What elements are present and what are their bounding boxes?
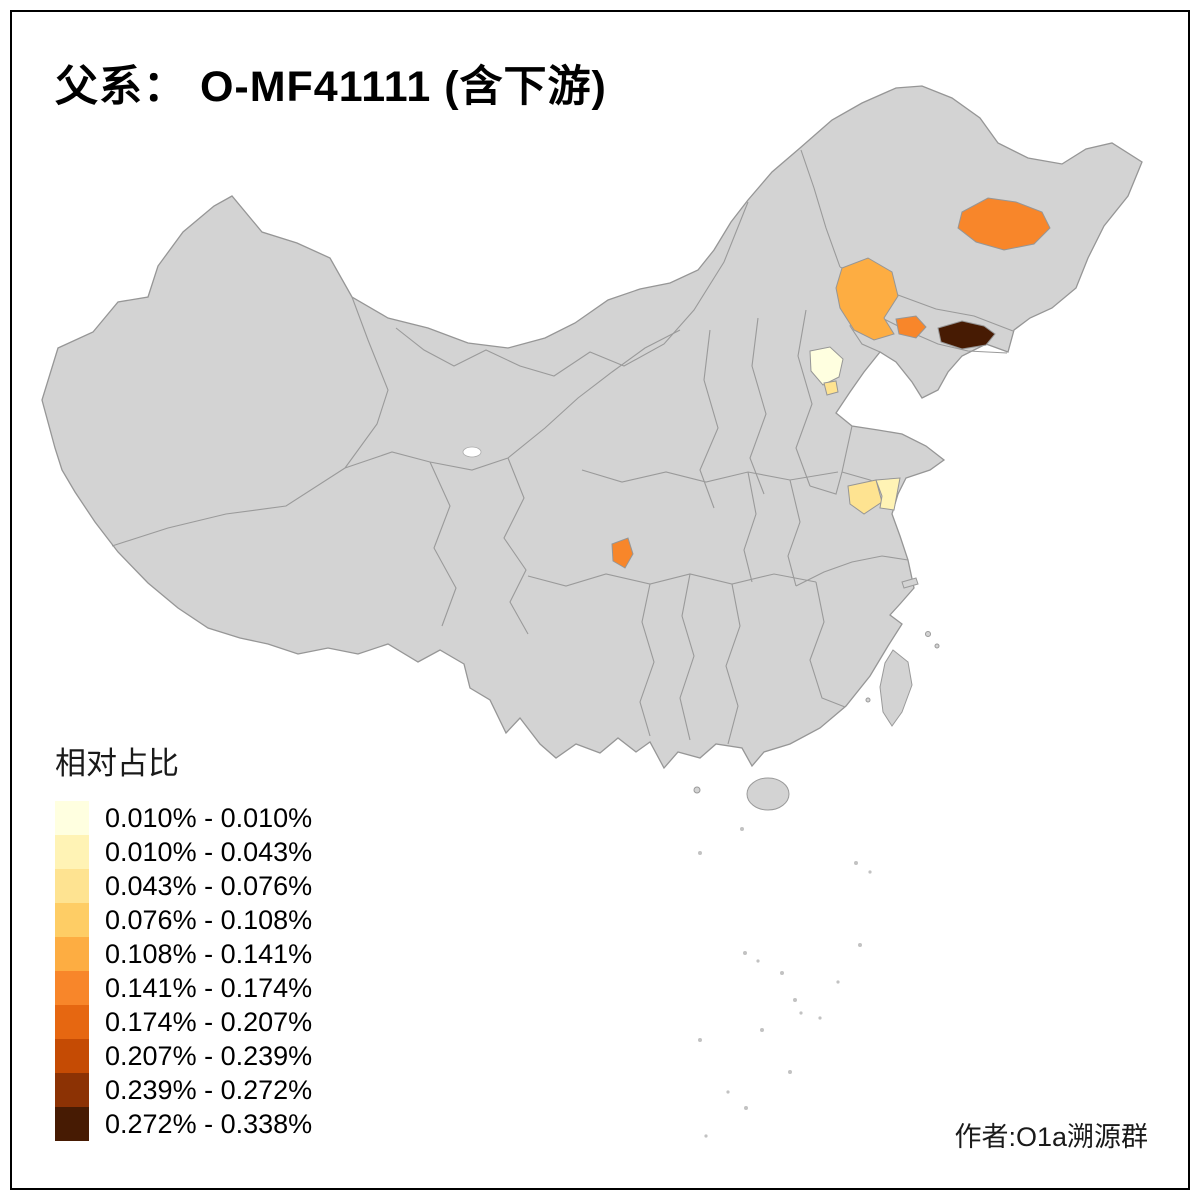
legend-swatch	[55, 1073, 89, 1107]
legend-item: 0.141% - 0.174%	[55, 971, 312, 1005]
islands	[693, 577, 940, 811]
south-china-sea-islets	[698, 827, 872, 1138]
islet	[698, 851, 702, 855]
legend-swatch	[55, 903, 89, 937]
province-border-line	[429, 461, 457, 627]
legend-label: 0.010% - 0.010%	[105, 802, 313, 833]
author-credit: 作者:O1a溯源群	[954, 1122, 1148, 1152]
region-jiangsu-west	[847, 479, 883, 515]
islet	[726, 1090, 730, 1094]
legend-label: 0.272% - 0.338%	[105, 1108, 313, 1139]
legend-label: 0.043% - 0.076%	[105, 870, 313, 901]
islet	[698, 1038, 702, 1042]
province-border-line	[344, 296, 389, 469]
legend: 相对占比 0.010% - 0.010% 0.010% - 0.043% 0.0…	[55, 738, 312, 1141]
region-jiangsu-east	[875, 477, 901, 511]
islet	[780, 971, 784, 975]
islet	[704, 1134, 708, 1138]
province-border-line	[795, 309, 813, 487]
hainan-island	[746, 777, 790, 811]
islet	[836, 980, 840, 984]
islet	[744, 1106, 748, 1110]
islet	[743, 951, 747, 955]
region-liaoning-dark	[937, 320, 996, 350]
islet	[756, 959, 760, 963]
legend-swatch	[55, 1107, 89, 1141]
islet	[799, 1011, 803, 1015]
province-border-line	[679, 573, 695, 741]
region-beijing-south	[823, 380, 839, 396]
province-border-line	[699, 329, 719, 509]
legend-label: 0.076% - 0.108%	[105, 904, 313, 935]
legend-label: 0.108% - 0.141%	[105, 938, 313, 969]
legend-label: 0.010% - 0.043%	[105, 836, 313, 867]
province-border-line	[395, 201, 749, 377]
legend-swatch	[55, 1005, 89, 1039]
region-heilongjiang	[957, 197, 1051, 251]
province-border-line	[639, 583, 655, 737]
legend-label: 0.239% - 0.272%	[105, 1074, 313, 1105]
province-border-line	[507, 329, 681, 459]
legend-swatch	[55, 835, 89, 869]
province-border-line	[111, 467, 346, 547]
province-border-line	[809, 581, 846, 708]
region-beijing	[809, 346, 844, 386]
islet	[854, 861, 858, 865]
page-title: 父系： O-MF41111 (含下游)	[55, 63, 607, 111]
legend-swatch	[55, 937, 89, 971]
mainland-china-shape	[41, 85, 1143, 770]
coastal-island	[865, 697, 871, 703]
province-borders	[111, 149, 1014, 745]
islet	[788, 1070, 792, 1074]
legend-item: 0.272% - 0.338%	[55, 1107, 312, 1141]
coastal-island	[934, 643, 940, 649]
legend-item: 0.010% - 0.043%	[55, 835, 312, 869]
highlighted-regions	[611, 197, 1051, 569]
islet	[818, 1016, 822, 1020]
legend-swatch	[55, 801, 89, 835]
legend-item: 0.010% - 0.010%	[55, 801, 312, 835]
legend-label: 0.207% - 0.239%	[105, 1040, 313, 1071]
province-border-line	[503, 457, 529, 635]
province-border-line	[800, 149, 841, 268]
qinghai-lake	[462, 446, 482, 458]
legend-item: 0.108% - 0.141%	[55, 937, 312, 971]
region-liaoning-coastal	[895, 315, 927, 339]
coastal-island	[925, 631, 931, 637]
province-border-line	[527, 573, 817, 587]
province-border-line	[809, 425, 853, 495]
province-border-line	[749, 317, 767, 495]
legend-label: 0.174% - 0.207%	[105, 1006, 313, 1037]
islet	[740, 827, 744, 831]
province-border-line	[743, 471, 757, 583]
legend-swatch	[55, 971, 89, 1005]
taiwan-island	[879, 649, 913, 727]
region-sichuan	[611, 537, 634, 569]
legend-item: 0.239% - 0.272%	[55, 1073, 312, 1107]
legend-item: 0.076% - 0.108%	[55, 903, 312, 937]
legend-title: 相对占比	[55, 746, 179, 781]
chongming-island	[901, 577, 919, 589]
legend-item: 0.043% - 0.076%	[55, 869, 312, 903]
islet	[793, 998, 797, 1002]
coastal-island	[693, 786, 701, 794]
islet	[868, 870, 872, 874]
legend-label: 0.141% - 0.174%	[105, 972, 313, 1003]
province-border-line	[787, 479, 801, 587]
legend-swatch	[55, 1039, 89, 1073]
legend-item: 0.174% - 0.207%	[55, 1005, 312, 1039]
legend-swatch	[55, 869, 89, 903]
islet	[760, 1028, 764, 1032]
province-border-line	[725, 583, 741, 745]
legend-item: 0.207% - 0.239%	[55, 1039, 312, 1073]
province-border-line	[795, 555, 909, 587]
region-inner-mongolia	[835, 257, 899, 341]
islet	[858, 943, 862, 947]
